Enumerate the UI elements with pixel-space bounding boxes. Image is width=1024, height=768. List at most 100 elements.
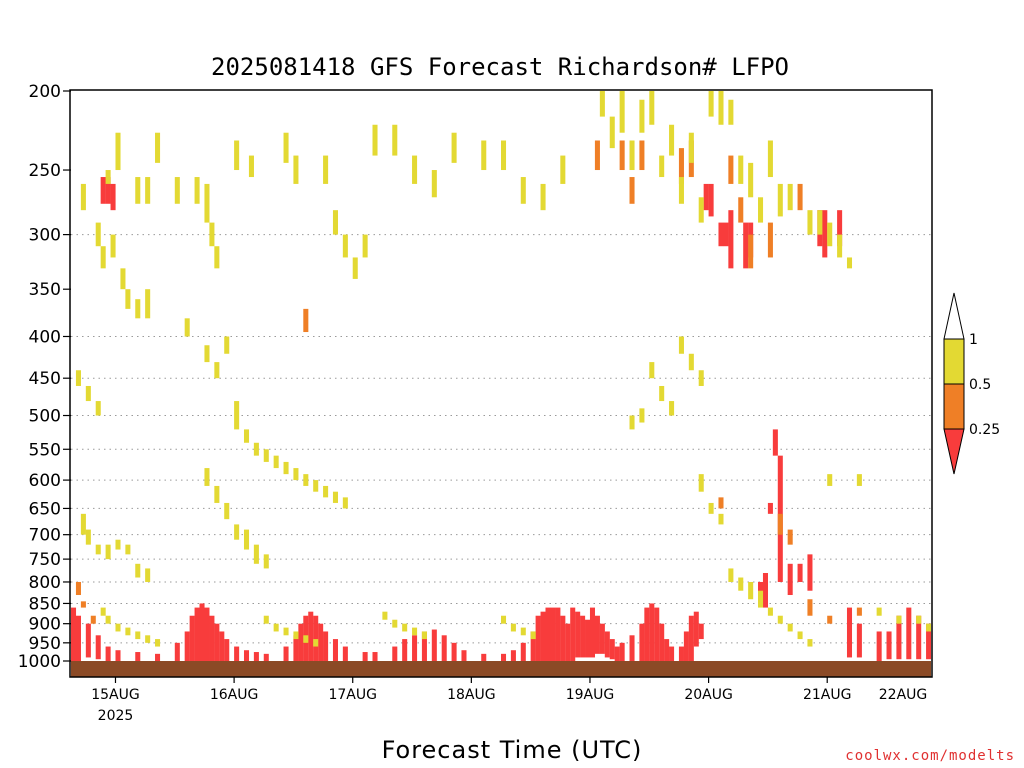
- ri-cell-le_0.25-107: [71, 653, 77, 661]
- ri-cell-le_0.25-82: [708, 183, 714, 217]
- ri-cell-le_0.25-13: [189, 615, 195, 663]
- ri-cell-0.5_to_1-87: [688, 353, 694, 371]
- ri-cell-0.5_to_1-130: [273, 623, 279, 632]
- ri-cell-0.5_to_1-99: [807, 639, 813, 647]
- ri-cell-le_0.25-43: [451, 642, 457, 663]
- ri-cell-0.5_to_1-142: [520, 627, 526, 636]
- ri-cell-0.5_to_1-55: [95, 222, 101, 247]
- ri-cell-0.5_to_1-63: [204, 345, 210, 363]
- ri-cell-le_0.25-52: [545, 607, 551, 663]
- ri-cell-le_0.25-79: [693, 611, 699, 647]
- ri-cell-0.25_to_0.5-1: [594, 140, 600, 171]
- ri-cell-le_0.25-78: [688, 615, 694, 661]
- ri-cell-0.5_to_1-0: [105, 170, 111, 184]
- ri-cell-0.5_to_1-114: [263, 554, 269, 569]
- ri-cell-le_0.25-41: [431, 629, 437, 663]
- xtick-label-1: 16AUG: [210, 687, 259, 703]
- x-axis-ticks: 15AUG 2025 16AUG 17AUG 18AUG 19AUG 20AUG 21AUG 2…: [91, 677, 927, 724]
- ri-cell-le_0.25-51: [540, 611, 546, 663]
- ri-cell-0.25_to_0.5-5: [678, 148, 684, 184]
- chart-title: 2025081418 GFS Forecast Richardson# LFPO: [211, 53, 789, 81]
- ytick-label-950: 950: [29, 634, 61, 654]
- ri-cell-0.5_to_1-78: [75, 370, 81, 386]
- ri-cell-le_0.25-17: [209, 615, 215, 663]
- ri-cell-0.5_to_1-67: [243, 429, 250, 443]
- ri-cell-le_0.25-37: [392, 646, 398, 663]
- ri-cell-0.5_to_1-131: [283, 627, 289, 636]
- ri-cell-0.5_to_1-9: [214, 246, 220, 269]
- ri-cell-0.5_to_1-39: [698, 197, 704, 223]
- ytick-label-900: 900: [29, 615, 61, 635]
- ri-cell-le_0.25-101: [876, 631, 882, 661]
- ri-cell-le_0.25-53: [550, 607, 556, 663]
- ri-cell-0.5_to_1-104: [115, 539, 121, 550]
- ri-cell-le_0.25-40: [421, 631, 427, 663]
- ri-cell-le_0.25-90: [767, 502, 773, 514]
- ri-cell-0.5_to_1-101: [85, 529, 91, 545]
- ri-cell-0.5_to_1-26: [520, 177, 526, 204]
- ri-cell-0.5_to_1-37: [678, 177, 684, 204]
- ri-cell-le_0.25-74: [664, 639, 670, 661]
- ri-cell-le_0.25-35: [362, 652, 368, 663]
- ri-cell-0.5_to_1-126: [135, 631, 141, 640]
- ri-cell-le_0.25-102: [886, 631, 892, 660]
- ri-cell-0.5_to_1-127: [145, 635, 151, 643]
- y-axis-ticks: 200 250 300 350 400 450 500 550 600 650 700 750 8008…: [18, 82, 71, 672]
- ri-cell-le_0.25-18: [214, 623, 220, 663]
- ri-cell-le_0.25-48: [520, 642, 526, 663]
- ri-cell-le_0.25-76: [678, 646, 684, 661]
- ri-cell-0.5_to_1-68: [253, 442, 259, 456]
- ri-cell-le_0.25-106: [926, 623, 931, 660]
- ri-cell-0.5_to_1-88: [698, 370, 704, 386]
- ri-cell-0.5_to_1-97: [787, 623, 793, 632]
- ri-cell-le_0.25-31: [318, 623, 324, 663]
- ri-cell-0.25_to_0.5-2: [619, 140, 625, 171]
- ri-cell-le_0.25-61: [589, 607, 596, 658]
- ri-cell-0.25_to_0.5-11: [767, 222, 773, 258]
- xtick-label-3: 18AUG: [447, 687, 496, 703]
- legend-bin-mid-high: [943, 338, 965, 385]
- ri-cell-0.5_to_1-115: [698, 474, 704, 492]
- ri-cell-0.5_to_1-82: [639, 408, 645, 423]
- xtick-label-7: 22AUG: [879, 687, 928, 703]
- xtick-label-4: 19AUG: [566, 687, 615, 703]
- ytick-label-300: 300: [29, 226, 61, 246]
- ri-cell-0.5_to_1-113: [253, 544, 259, 564]
- ri-cell-le_0.25-50: [535, 615, 541, 663]
- ri-cell-0.5_to_1-141: [510, 623, 516, 632]
- ri-cell-0.5_to_1-71: [283, 461, 289, 475]
- ri-cell-0.5_to_1-28: [560, 155, 566, 184]
- ri-cell-le_0.25-47: [510, 650, 516, 663]
- ri-cell-0.5_to_1-57: [110, 234, 116, 258]
- ri-cell-0.5_to_1-35: [659, 155, 665, 178]
- ri-cell-0.5_to_1-32: [629, 140, 635, 171]
- plot-frame: [69, 89, 933, 678]
- ri-cell-0.5_to_1-10: [234, 140, 240, 171]
- ri-cell-le_0.25-68: [629, 635, 635, 661]
- data-cells: [71, 91, 931, 663]
- ri-cell-0.5_to_1-93: [748, 581, 754, 600]
- ri-cell-0.5_to_1-29: [599, 91, 605, 117]
- ri-cell-le_0.25-2: [110, 183, 116, 211]
- ri-cell-0.5_to_1-121: [926, 623, 931, 632]
- ri-cell-le_0.25-36: [372, 652, 378, 663]
- ri-cell-le_0.25-42: [441, 635, 447, 663]
- ri-cell-le_0.25-5: [85, 623, 91, 658]
- ri-cell-le_0.25-27: [298, 623, 304, 663]
- ri-cell-le_0.25-63: [599, 623, 605, 654]
- ri-cell-0.5_to_1-75: [323, 485, 329, 498]
- ri-cell-0.5_to_1-17: [352, 257, 358, 279]
- ri-cell-0.5_to_1-27: [540, 183, 546, 211]
- ri-cell-le_0.25-83: [718, 222, 724, 247]
- ri-cell-0.25_to_0.5-3: [629, 177, 635, 204]
- ri-cell-le_0.25-70: [644, 607, 650, 661]
- ri-cell-0.5_to_1-45: [758, 197, 764, 223]
- ri-cell-0.5_to_1-33: [639, 99, 645, 133]
- ytick-label-850: 850: [29, 594, 61, 614]
- ri-cell-0.5_to_1-106: [135, 563, 141, 578]
- legend-label-1: 0.5: [969, 377, 991, 393]
- ri-cell-le_0.25-67: [619, 642, 625, 661]
- ri-cell-le_0.25-14: [194, 607, 200, 663]
- source-credit[interactable]: coolwx.com/modelts: [845, 748, 1015, 764]
- ri-cell-0.5_to_1-81: [629, 415, 635, 430]
